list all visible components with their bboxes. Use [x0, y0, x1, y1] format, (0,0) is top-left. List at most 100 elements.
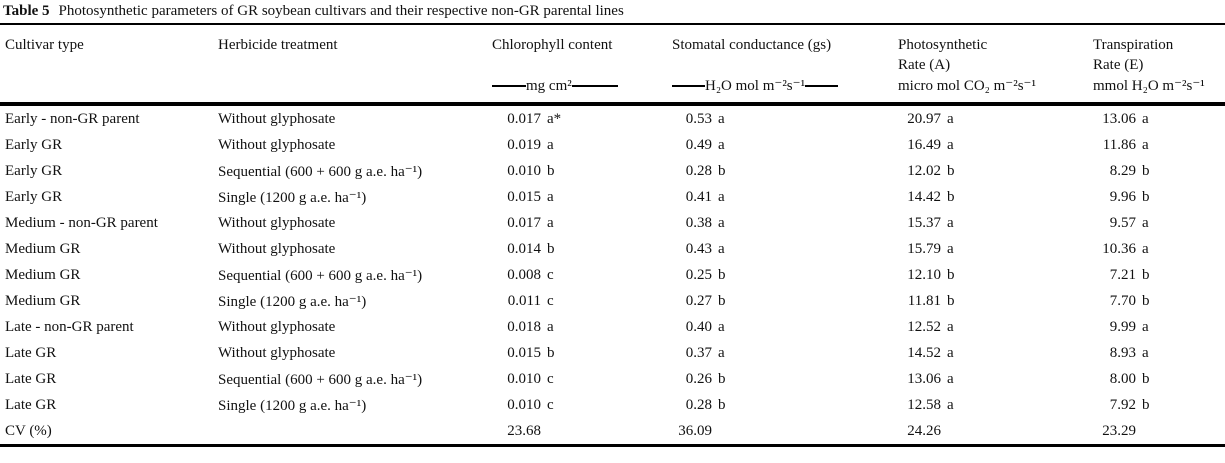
- cell-cultivar-type: Late GR: [5, 344, 57, 361]
- cell-photosynthetic-rate: 11.81 b: [893, 293, 1088, 310]
- table-row: Early - non-GR parent Without glyphosate…: [0, 106, 1225, 132]
- photosynthetic-value: 12.58: [907, 396, 941, 413]
- transpiration-sig-letter: b: [1142, 266, 1150, 283]
- transpiration-unit-text: mmol H₂O m⁻²s⁻¹: [1093, 78, 1205, 94]
- cell-cultivar-type: Early GR: [5, 188, 63, 205]
- photosynthetic-value: 15.37: [907, 214, 941, 231]
- chlorophyll-sig-letter: b: [547, 240, 555, 257]
- cell-stomatal-conductance: 0.37 a: [667, 345, 893, 362]
- cell-herbicide-treatment: Without glyphosate: [218, 240, 336, 257]
- header-rule: [0, 102, 1225, 106]
- stomatal-sig-letter: b: [718, 292, 726, 309]
- cell-photosynthetic-rate: 12.10 b: [893, 267, 1088, 284]
- cell-cultivar-type: Medium GR: [5, 266, 81, 283]
- transpiration-sig-letter: b: [1142, 162, 1150, 179]
- stomatal-value: 0.37: [685, 344, 712, 361]
- cell-stomatal-conductance: 0.49 a: [667, 137, 893, 154]
- photosynthetic-sig-letter: b: [947, 292, 955, 309]
- table-row: Late GR Sequential (600 + 600 g a.e. ha⁻…: [0, 366, 1225, 392]
- chlorophyll-sig-letter: a*: [547, 110, 562, 127]
- stomatal-unit-text: H₂O mol m⁻²s⁻¹: [705, 78, 806, 94]
- table-row: Late GR Single (1200 g a.e. ha⁻¹) 0.010 c…: [0, 392, 1225, 418]
- cell-chlorophyll: 0.011 c: [487, 293, 667, 310]
- transpiration-sig-letter: a: [1142, 344, 1149, 361]
- transpiration-sig-letter: a: [1142, 214, 1149, 231]
- cell-transpiration-rate: 8.93 a: [1088, 345, 1225, 362]
- cell-transpiration-rate: 7.92 b: [1088, 397, 1225, 414]
- table-row: Early GR Without glyphosate 0.019 a 0.49 a…: [0, 132, 1225, 158]
- cell-transpiration-rate: 9.57 a: [1088, 215, 1225, 232]
- col-title-transpiration-line1: Transpiration: [1093, 37, 1174, 53]
- chlorophyll-sig-letter: a: [547, 188, 554, 205]
- cell-photosynthetic-rate: 12.52 a: [893, 319, 1088, 336]
- cell-herbicide-treatment: Single (1200 g a.e. ha⁻¹): [218, 189, 367, 206]
- unit-rule-left: [492, 85, 526, 87]
- stomatal-value: 0.26: [685, 370, 712, 387]
- cell-cultivar-type: Medium GR: [5, 292, 81, 309]
- chlorophyll-value: 0.017: [507, 214, 541, 231]
- chlorophyll-sig-letter: c: [547, 396, 554, 413]
- cell-stomatal-conductance: 0.27 b: [667, 293, 893, 310]
- transpiration-sig-letter: a: [1142, 318, 1149, 335]
- photosynthetic-unit: micro mol CO₂ m⁻²s⁻¹: [898, 77, 1088, 95]
- photosynthetic-sig-letter: a: [947, 110, 954, 127]
- col-header-stomatal-conductance: Stomatal conductance (gs) H₂O mol m⁻²s⁻¹: [667, 25, 893, 102]
- stomatal-sig-letter: b: [718, 396, 726, 413]
- cell-photosynthetic-rate: 12.58 a: [893, 397, 1088, 414]
- chlorophyll-value: 0.010: [507, 396, 541, 413]
- photosynthetic-sig-letter: a: [947, 136, 954, 153]
- table-row: Late - non-GR parent Without glyphosate …: [0, 314, 1225, 340]
- chlorophyll-value: 0.014: [507, 240, 541, 257]
- cell-chlorophyll: 0.018 a: [487, 319, 667, 336]
- chlorophyll-value: 0.015: [507, 188, 541, 205]
- col-title-herbicide-treatment: Herbicide treatment: [218, 37, 338, 53]
- transpiration-sig-letter: a: [1142, 136, 1149, 153]
- photosynthetic-sig-letter: a: [947, 214, 954, 231]
- transpiration-value: 7.21: [1109, 266, 1136, 283]
- cell-photosynthetic-rate: 15.79 a: [893, 241, 1088, 258]
- transpiration-value: 10.36: [1102, 240, 1136, 257]
- stomatal-sig-letter: b: [718, 266, 726, 283]
- stomatal-value: 0.28: [685, 162, 712, 179]
- cell-transpiration-rate: 9.99 a: [1088, 319, 1225, 336]
- cell-herbicide-treatment: Without glyphosate: [218, 214, 336, 231]
- cv-stomatal-cell: 36.09: [667, 423, 893, 440]
- cell-chlorophyll: 0.008 c: [487, 267, 667, 284]
- chlorophyll-value: 0.011: [507, 292, 541, 309]
- transpiration-sig-letter: b: [1142, 396, 1150, 413]
- transpiration-value: 13.06: [1102, 110, 1136, 127]
- photosynthetic-value: 20.97: [907, 110, 941, 127]
- cell-stomatal-conductance: 0.25 b: [667, 267, 893, 284]
- chlorophyll-sig-letter: b: [547, 162, 555, 179]
- photosynthetic-sig-letter: a: [947, 240, 954, 257]
- cell-cultivar-type: Early - non-GR parent: [5, 110, 140, 127]
- transpiration-value: 9.96: [1109, 188, 1136, 205]
- photosynthetic-value: 14.52: [907, 344, 941, 361]
- stomatal-sig-letter: a: [718, 110, 725, 127]
- cell-transpiration-rate: 9.96 b: [1088, 189, 1225, 206]
- photosynthetic-sig-letter: b: [947, 162, 955, 179]
- cell-cultivar-type: Late GR: [5, 396, 57, 413]
- photosynthetic-unit-text: micro mol CO₂ m⁻²s⁻¹: [898, 78, 1036, 94]
- cell-chlorophyll: 0.010 c: [487, 397, 667, 414]
- cell-chlorophyll: 0.014 b: [487, 241, 667, 258]
- stomatal-unit: H₂O mol m⁻²s⁻¹: [672, 77, 893, 95]
- cell-photosynthetic-rate: 15.37 a: [893, 215, 1088, 232]
- cell-photosynthetic-rate: 14.52 a: [893, 345, 1088, 362]
- cell-chlorophyll: 0.010 b: [487, 163, 667, 180]
- stomatal-value: 0.28: [685, 396, 712, 413]
- stomatal-sig-letter: b: [718, 370, 726, 387]
- table-caption-label: Table 5: [3, 3, 50, 19]
- cell-herbicide-treatment: Without glyphosate: [218, 344, 336, 361]
- cell-transpiration-rate: 13.06 a: [1088, 111, 1225, 128]
- chlorophyll-sig-letter: a: [547, 136, 554, 153]
- photosynthetic-value: 13.06: [907, 370, 941, 387]
- cell-photosynthetic-rate: 16.49 a: [893, 137, 1088, 154]
- stomatal-value: 0.41: [685, 188, 712, 205]
- chlorophyll-value: 0.017: [507, 110, 541, 127]
- cv-photosynthetic-cell: 24.26: [893, 423, 1088, 440]
- cell-cultivar-type: Late GR: [5, 370, 57, 387]
- cell-stomatal-conductance: 0.38 a: [667, 215, 893, 232]
- cell-stomatal-conductance: 0.53 a: [667, 111, 893, 128]
- cell-chlorophyll: 0.019 a: [487, 137, 667, 154]
